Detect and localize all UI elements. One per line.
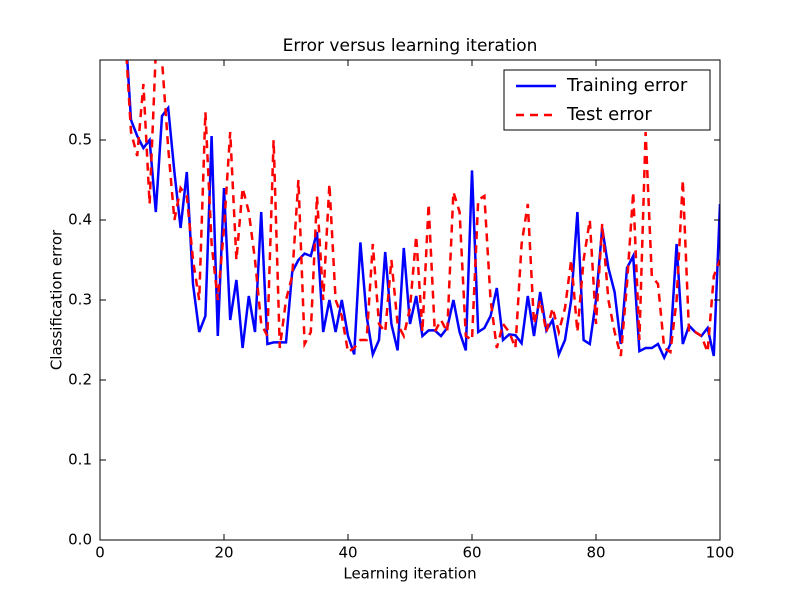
y-tick-label: 0.4 (68, 211, 92, 229)
y-tick-label: 0.3 (68, 291, 92, 309)
x-tick-label: 100 (706, 544, 735, 562)
data-line (125, 60, 720, 357)
plot-lines (125, 60, 720, 361)
x-tick-label: 80 (586, 544, 605, 562)
x-tick-label: 0 (95, 544, 105, 562)
y-tick-label: 0.5 (68, 131, 92, 149)
chart-title: Error versus learning iteration (283, 36, 538, 56)
y-tick-label: 0.2 (68, 371, 92, 389)
legend-label: Training error (566, 75, 688, 96)
x-axis-label: Learning iteration (343, 565, 476, 583)
x-tick-label: 40 (338, 544, 357, 562)
legend-box (503, 69, 711, 131)
x-tick-label: 60 (462, 544, 481, 562)
legend-label: Test error (566, 104, 652, 125)
data-line (126, 60, 720, 361)
y-axis-label: Classification error (48, 229, 66, 370)
y-tick-label: 0.0 (68, 531, 92, 549)
y-tick-label: 0.1 (68, 451, 92, 469)
x-tick-label: 20 (214, 544, 233, 562)
